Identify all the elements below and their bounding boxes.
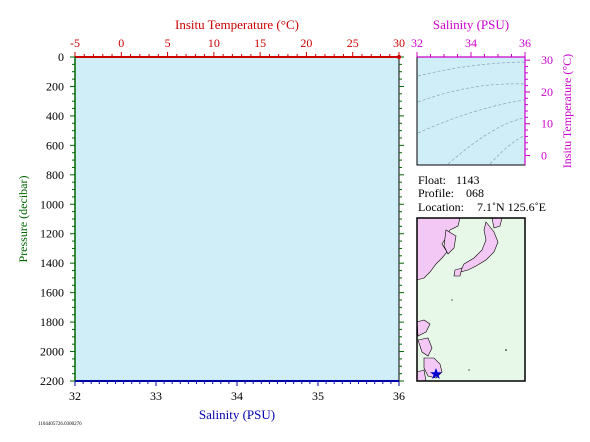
float-value: 1143 <box>456 173 480 187</box>
location-map <box>416 217 526 382</box>
left-axis-tick-label: 800 <box>46 168 64 182</box>
location-label: Location: <box>418 200 464 214</box>
top-axis-tick-label: 20 <box>300 36 312 50</box>
ts-right-axis-tick-label: 30 <box>541 53 553 67</box>
left-axis-tick-label: 1400 <box>40 256 64 270</box>
bottom-axis-tick-label: 34 <box>231 389 243 403</box>
left-axis-tick-label: 2000 <box>40 345 64 359</box>
small-island <box>451 299 453 301</box>
ts-top-axis-title: Salinity (PSU) <box>433 17 509 32</box>
density-contour <box>489 135 525 165</box>
footer-code: 1104405726.0300276 <box>38 422 82 427</box>
left-axis-tick-label: 0 <box>58 50 64 64</box>
float-location-marker <box>430 368 442 379</box>
map-landmasses <box>417 218 507 381</box>
ts-right-axis-tick-label: 20 <box>541 85 553 99</box>
left-axis-tick-label: 1000 <box>40 197 64 211</box>
korea-peninsula <box>443 229 457 255</box>
bottom-axis-tick-label: 32 <box>69 389 81 403</box>
density-contour <box>417 83 525 103</box>
top-axis-tick-label: 25 <box>347 36 359 50</box>
ts-right-axis-title: Insitu Temperature (°C) <box>560 54 574 168</box>
small-island <box>468 369 470 371</box>
philippines-luzon <box>417 337 433 357</box>
bottom-axis-title: Salinity (PSU) <box>199 407 275 422</box>
main-plot: -5 0 5 10 15 20 25 30 32 33 34 35 36 0 200 400 600 800 100… <box>16 17 405 422</box>
top-axis-tick-label: 30 <box>393 36 405 50</box>
ts-inset: 32 34 36 0 10 20 30 Salinity (PSU) Insitu Temp… <box>411 17 574 168</box>
density-contour <box>417 61 525 77</box>
ts-plot-area <box>416 56 526 166</box>
float-star-marker <box>430 368 442 379</box>
ts-top-axis-tick-label: 36 <box>519 36 531 50</box>
top-axis-tick-label: 10 <box>208 36 220 50</box>
ts-top-axis-tick-label: 32 <box>411 36 423 50</box>
ts-right-axis-tick-label: 10 <box>541 117 553 131</box>
density-contour <box>417 99 525 134</box>
ts-right-axis-tick-label: 0 <box>541 148 547 162</box>
float-label: Float: <box>418 173 446 187</box>
profile-value: 068 <box>466 186 484 200</box>
bottom-axis-tick-label: 35 <box>312 389 324 403</box>
left-axis-tick-label: 1800 <box>40 315 64 329</box>
top-axis-tick-label: -5 <box>70 36 80 50</box>
top-axis-tick-label: 0 <box>118 36 124 50</box>
japan-honshu <box>459 221 499 273</box>
left-axis-tick-label: 200 <box>46 79 64 93</box>
left-axis-tick-label: 400 <box>46 109 64 123</box>
map-frame <box>416 217 526 382</box>
density-contour <box>447 117 525 165</box>
left-axis-tick-label: 1600 <box>40 286 64 300</box>
japan-kyushu <box>453 267 463 277</box>
left-axis-title: Pressure (decibar) <box>16 176 30 263</box>
float-info: Float: 1143 Profile: 068 Location: 7.1˚N… <box>418 173 546 214</box>
borneo <box>417 369 427 381</box>
left-axis-tick-label: 600 <box>46 138 64 152</box>
bottom-axis-tick-label: 36 <box>393 389 405 403</box>
temperature-point <box>397 55 401 59</box>
ts-density-contours <box>417 61 525 165</box>
japan-hokkaido <box>491 218 503 229</box>
top-axis-title: Insitu Temperature (°C) <box>175 17 299 32</box>
top-axis-tick-label: 15 <box>254 36 266 50</box>
main-plot-area <box>74 56 400 382</box>
profile-label: Profile: <box>418 186 454 200</box>
ts-top-axis-tick-label: 34 <box>465 36 477 50</box>
top-axis-tick-label: 5 <box>165 36 171 50</box>
location-value: 7.1˚N 125.6˚E <box>477 200 546 214</box>
taiwan <box>417 319 431 337</box>
left-axis-tick-label: 2200 <box>40 374 64 388</box>
small-island <box>505 349 507 351</box>
left-axis-tick-label: 1200 <box>40 227 64 241</box>
bottom-axis-tick-label: 33 <box>150 389 162 403</box>
